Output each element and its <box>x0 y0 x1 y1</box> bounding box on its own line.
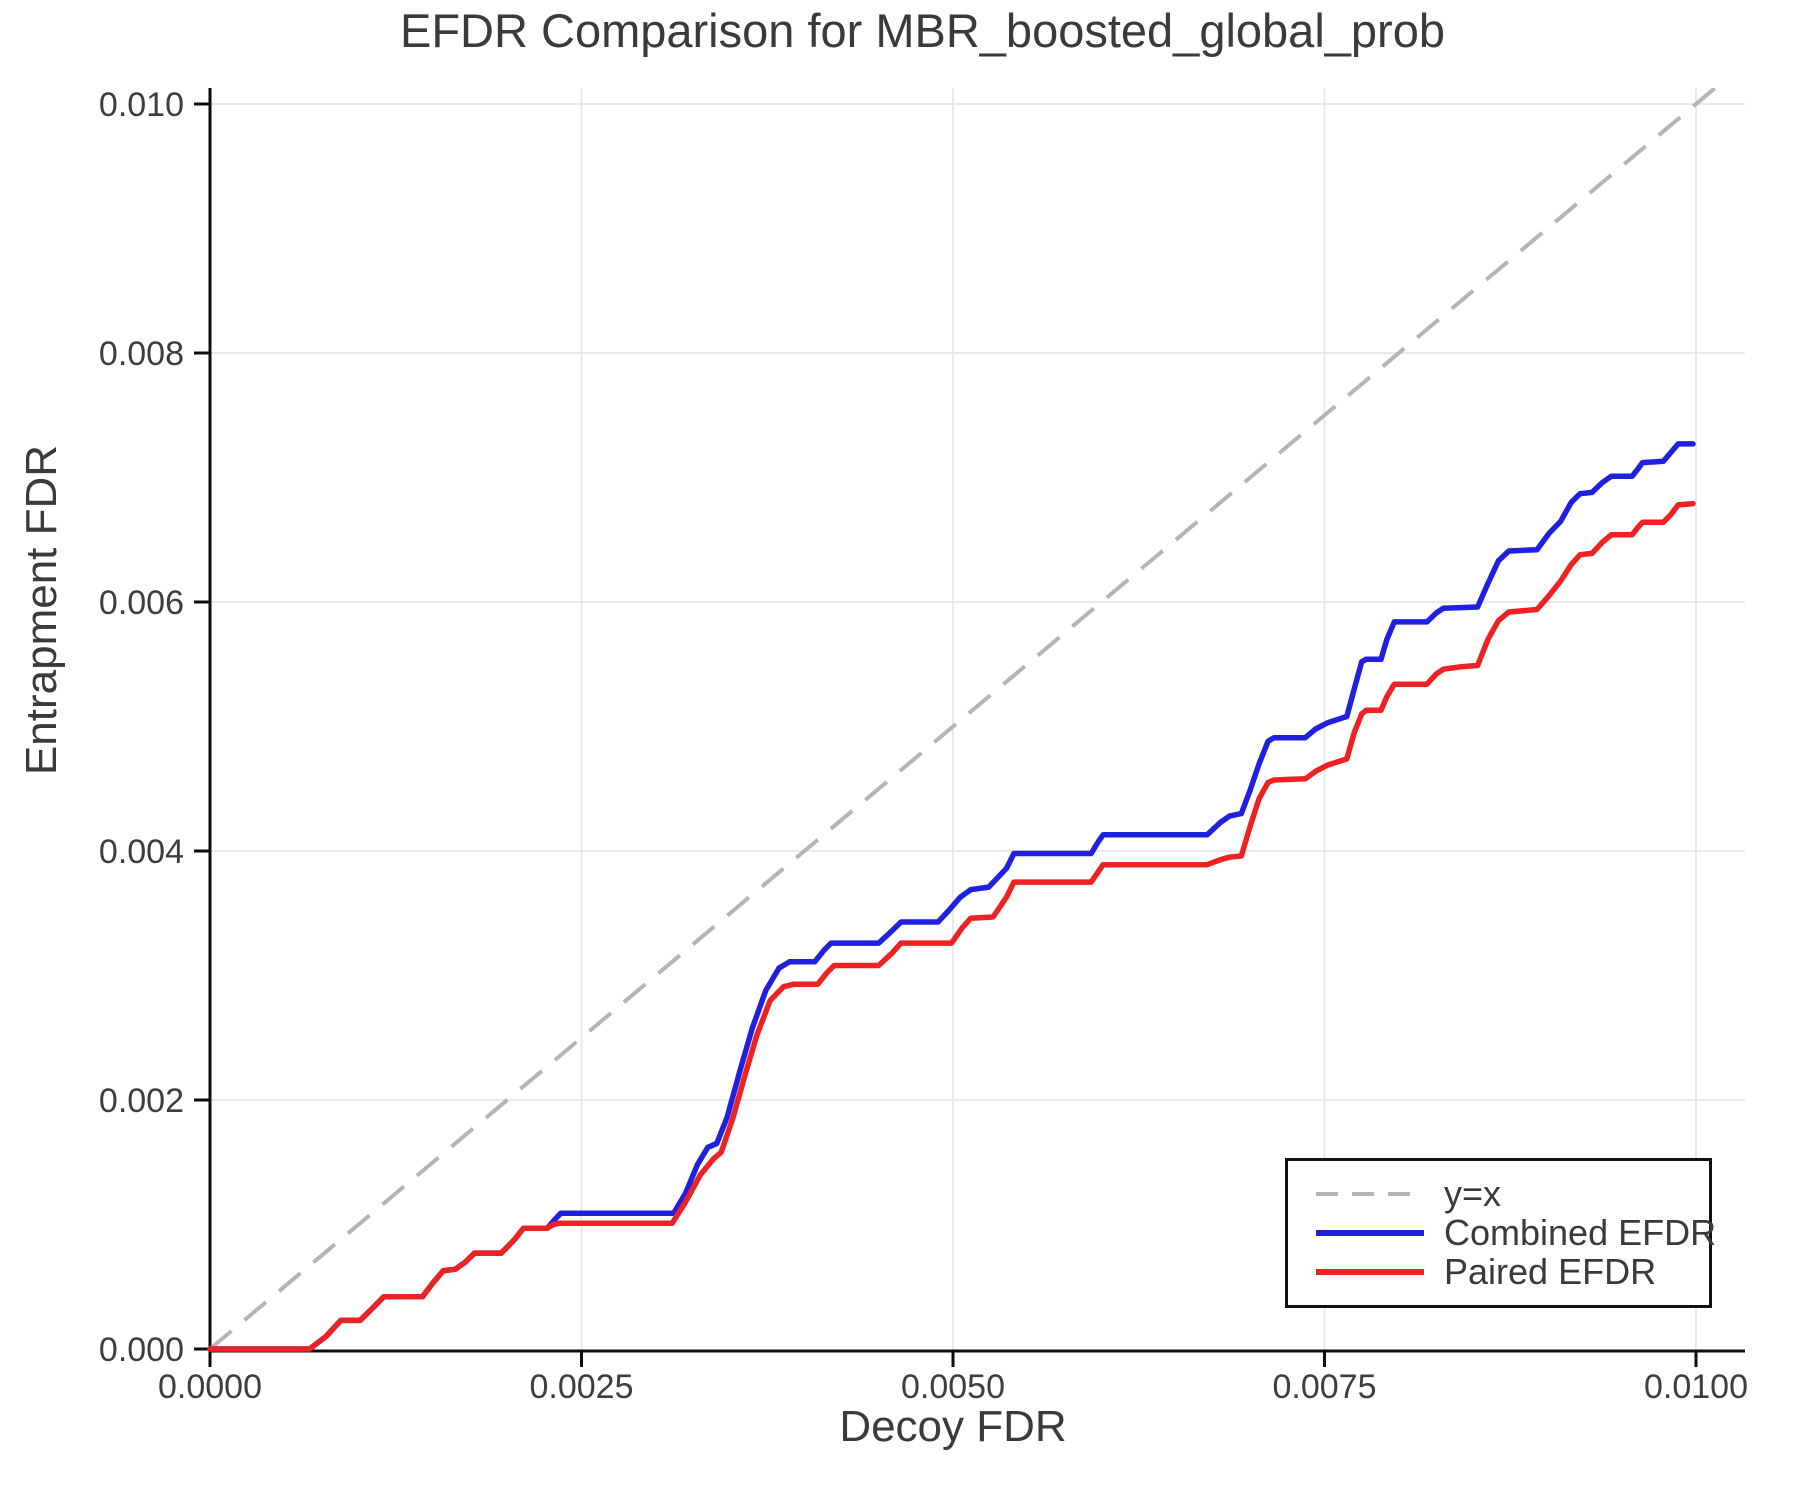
chart-title: EFDR Comparison for MBR_boosted_global_p… <box>400 4 1445 57</box>
x-tick-label: 0.0075 <box>1273 1368 1377 1406</box>
y-tick-label: 0.006 <box>99 584 184 622</box>
legend-label-paired: Paired EFDR <box>1444 1251 1657 1292</box>
y-tick-label: 0.002 <box>99 1082 184 1120</box>
axes <box>194 88 1745 1367</box>
legend-item-paired-efdr: Paired EFDR <box>1314 1251 1709 1292</box>
y-tick-label: 0.004 <box>99 833 184 871</box>
y-axis-label: Entrapment FDR <box>17 444 66 776</box>
x-axis-label: Decoy FDR <box>839 1402 1067 1451</box>
legend-label-combined: Combined EFDR <box>1444 1212 1717 1253</box>
x-tick-label: 0.0100 <box>1644 1368 1748 1406</box>
x-tick-label: 0.0050 <box>901 1368 1005 1406</box>
y-tick-label: 0.000 <box>99 1331 184 1369</box>
legend-item-yx: y=x <box>1314 1173 1709 1214</box>
gridlines <box>210 88 1745 1351</box>
x-tick-label: 0.0000 <box>158 1368 262 1406</box>
series-line-y-x <box>210 88 1719 1351</box>
legend-line-sample-yx <box>1316 1192 1424 1196</box>
y-tick-label: 0.010 <box>99 86 184 124</box>
legend-item-combined-efdr: Combined EFDR <box>1314 1212 1716 1253</box>
y-tick-label: 0.008 <box>99 335 184 373</box>
x-tick-label: 0.0025 <box>530 1368 634 1406</box>
legend-line-sample-combined <box>1316 1230 1424 1236</box>
series-line-paired-efdr <box>207 500 1696 1352</box>
legend-label-yx: y=x <box>1444 1173 1502 1214</box>
tick-labels: 0.0000 0.0025 0.0050 0.0075 0.0100 0.000 0.002… <box>99 86 1748 1406</box>
legend-line-sample-paired <box>1316 1269 1424 1275</box>
legend: y=x Combined EFDR Paired EFDR <box>1285 1158 1716 1308</box>
